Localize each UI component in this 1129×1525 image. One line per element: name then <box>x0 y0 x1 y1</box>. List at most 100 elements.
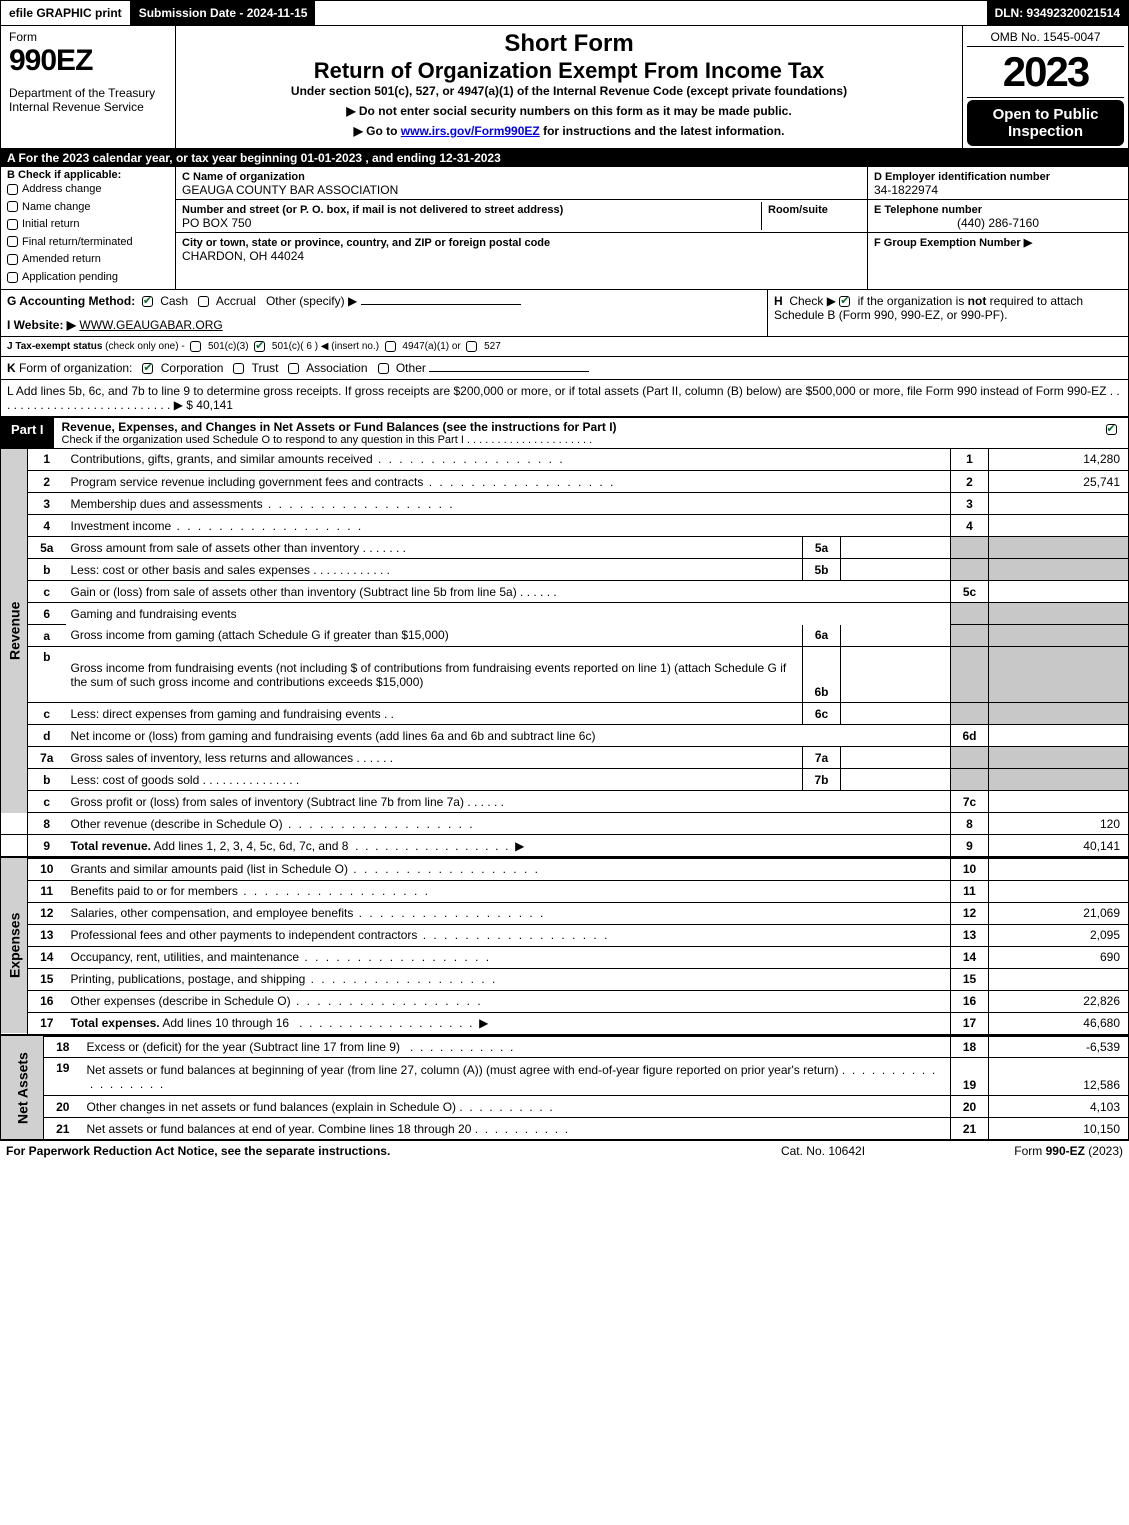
line-6b-boxval <box>989 647 1129 703</box>
line-15-value <box>989 968 1129 990</box>
line-6d-value <box>989 725 1129 747</box>
chk-amended-return[interactable]: Amended return <box>7 251 169 269</box>
row-l-text: L Add lines 5b, 6c, and 7b to line 9 to … <box>7 384 1120 412</box>
chk-501c[interactable] <box>254 341 265 352</box>
line-20-value: 4,103 <box>989 1096 1129 1118</box>
chk-trust[interactable] <box>233 363 244 374</box>
accounting-method-label: G Accounting Method: <box>7 294 135 308</box>
line-8-value: 120 <box>989 813 1129 835</box>
line-6a-desc: Gross income from gaming (attach Schedul… <box>66 625 803 647</box>
chk-initial-return[interactable]: Initial return <box>7 216 169 234</box>
line-6c: c Less: direct expenses from gaming and … <box>1 703 1129 725</box>
line-13: 13 Professional fees and other payments … <box>1 924 1129 946</box>
line-5a-desc: Gross amount from sale of assets other t… <box>71 541 360 555</box>
line-5b-subval <box>841 559 951 581</box>
line-10-num: 10 <box>28 858 66 880</box>
line-12-boxnum: 12 <box>951 902 989 924</box>
city-label: City or town, state or province, country… <box>182 237 550 249</box>
line-6d-num: d <box>28 725 66 747</box>
chk-final-return[interactable]: Final return/terminated <box>7 234 169 252</box>
line-12-value: 21,069 <box>989 902 1129 924</box>
line-4-desc: Investment income <box>71 519 172 533</box>
line-6-num: 6 <box>28 603 66 625</box>
line-6b: b Gross income from fundraising events (… <box>1 647 1129 703</box>
chk-527[interactable] <box>466 341 477 352</box>
chk-accrual[interactable] <box>198 296 209 307</box>
ein-value: 34-1822974 <box>874 183 938 197</box>
form-label: Form <box>9 30 167 44</box>
line-19-boxnum: 19 <box>951 1058 989 1096</box>
line-5c: c Gain or (loss) from sale of assets oth… <box>1 581 1129 603</box>
line-17: 17 Total expenses. Add lines 10 through … <box>1 1012 1129 1034</box>
line-7b-desc: Less: cost of goods sold <box>71 773 200 787</box>
irs-link[interactable]: www.irs.gov/Form990EZ <box>401 124 540 138</box>
col-c-org-info: C Name of organization GEAUGA COUNTY BAR… <box>176 167 868 289</box>
tax-year: 2023 <box>967 47 1124 98</box>
line-7a-num: 7a <box>28 747 66 769</box>
line-13-desc: Professional fees and other payments to … <box>71 928 418 942</box>
return-title: Return of Organization Exempt From Incom… <box>184 58 954 84</box>
line-7b-num: b <box>28 769 66 791</box>
line-2-desc: Program service revenue including govern… <box>71 475 424 489</box>
other-org-input[interactable] <box>429 371 589 372</box>
chk-4947[interactable] <box>385 341 396 352</box>
line-7c: c Gross profit or (loss) from sales of i… <box>1 791 1129 813</box>
line-12-desc: Salaries, other compensation, and employ… <box>71 906 354 920</box>
line-20-boxnum: 20 <box>951 1096 989 1118</box>
line-11: 11 Benefits paid to or for members 11 <box>1 880 1129 902</box>
chk-schedule-o-part1[interactable] <box>1106 424 1117 435</box>
row-h: H Check ▶ if the organization is not req… <box>768 290 1128 336</box>
org-name: GEAUGA COUNTY BAR ASSOCIATION <box>182 183 398 197</box>
efile-print-button[interactable]: efile GRAPHIC print <box>1 1 131 25</box>
lbl-cash: Cash <box>160 294 188 308</box>
part1-header: Part I Revenue, Expenses, and Changes in… <box>0 417 1129 449</box>
line-7b-subval <box>841 769 951 791</box>
submission-date-button[interactable]: Submission Date - 2024-11-15 <box>131 1 318 25</box>
line-10: Expenses 10 Grants and similar amounts p… <box>1 858 1129 880</box>
col-b-checkboxes: B Check if applicable: Address change Na… <box>1 167 176 289</box>
row-k: K Form of organization: Corporation Trus… <box>0 357 1129 380</box>
chk-501c3[interactable] <box>190 341 201 352</box>
chk-address-change[interactable]: Address change <box>7 181 169 199</box>
chk-cash[interactable] <box>142 296 153 307</box>
org-city: CHARDON, OH 44024 <box>182 249 304 263</box>
chk-application-pending[interactable]: Application pending <box>7 269 169 287</box>
line-2-boxnum: 2 <box>951 471 989 493</box>
line-5b-desc: Less: cost or other basis and sales expe… <box>71 563 310 577</box>
chk-corporation[interactable] <box>142 363 153 374</box>
chk-schedule-b-not-required[interactable] <box>839 296 850 307</box>
goto-instructions: ▶ Go to www.irs.gov/Form990EZ for instru… <box>184 124 954 138</box>
line-9-boxnum: 9 <box>951 835 989 857</box>
line-18-desc: Excess or (deficit) for the year (Subtra… <box>87 1040 400 1054</box>
line-16-num: 16 <box>28 990 66 1012</box>
line-13-boxnum: 13 <box>951 924 989 946</box>
line-8: 8 Other revenue (describe in Schedule O)… <box>1 813 1129 835</box>
chk-other-org[interactable] <box>378 363 389 374</box>
line-11-num: 11 <box>28 880 66 902</box>
line-7a-subval <box>841 747 951 769</box>
line-15-desc: Printing, publications, postage, and shi… <box>71 972 306 986</box>
line-18: Net Assets 18 Excess or (deficit) for th… <box>1 1036 1129 1058</box>
page-footer: For Paperwork Reduction Act Notice, see … <box>0 1140 1129 1161</box>
line-6a-boxnum <box>951 625 989 647</box>
line-20-num: 20 <box>44 1096 82 1118</box>
line-5a-subval <box>841 537 951 559</box>
line-5b: b Less: cost or other basis and sales ex… <box>1 559 1129 581</box>
chk-name-change[interactable]: Name change <box>7 199 169 217</box>
row-l: L Add lines 5b, 6c, and 7b to line 9 to … <box>0 380 1129 417</box>
line-17-num: 17 <box>28 1012 66 1034</box>
line-11-boxnum: 11 <box>951 880 989 902</box>
line-7a: 7a Gross sales of inventory, less return… <box>1 747 1129 769</box>
line-16-desc: Other expenses (describe in Schedule O) <box>71 994 291 1008</box>
line-7b: b Less: cost of goods sold . . . . . . .… <box>1 769 1129 791</box>
line-18-value: -6,539 <box>989 1036 1129 1058</box>
line-6a-subval <box>841 625 951 647</box>
other-specify-input[interactable] <box>361 304 521 305</box>
line-20-desc: Other changes in net assets or fund bala… <box>87 1100 457 1114</box>
line-6b-boxnum <box>951 647 989 703</box>
line-19-value: 12,586 <box>989 1058 1129 1096</box>
line-2-num: 2 <box>28 471 66 493</box>
line-5c-boxnum: 5c <box>951 581 989 603</box>
line-8-boxnum: 8 <box>951 813 989 835</box>
chk-association[interactable] <box>288 363 299 374</box>
